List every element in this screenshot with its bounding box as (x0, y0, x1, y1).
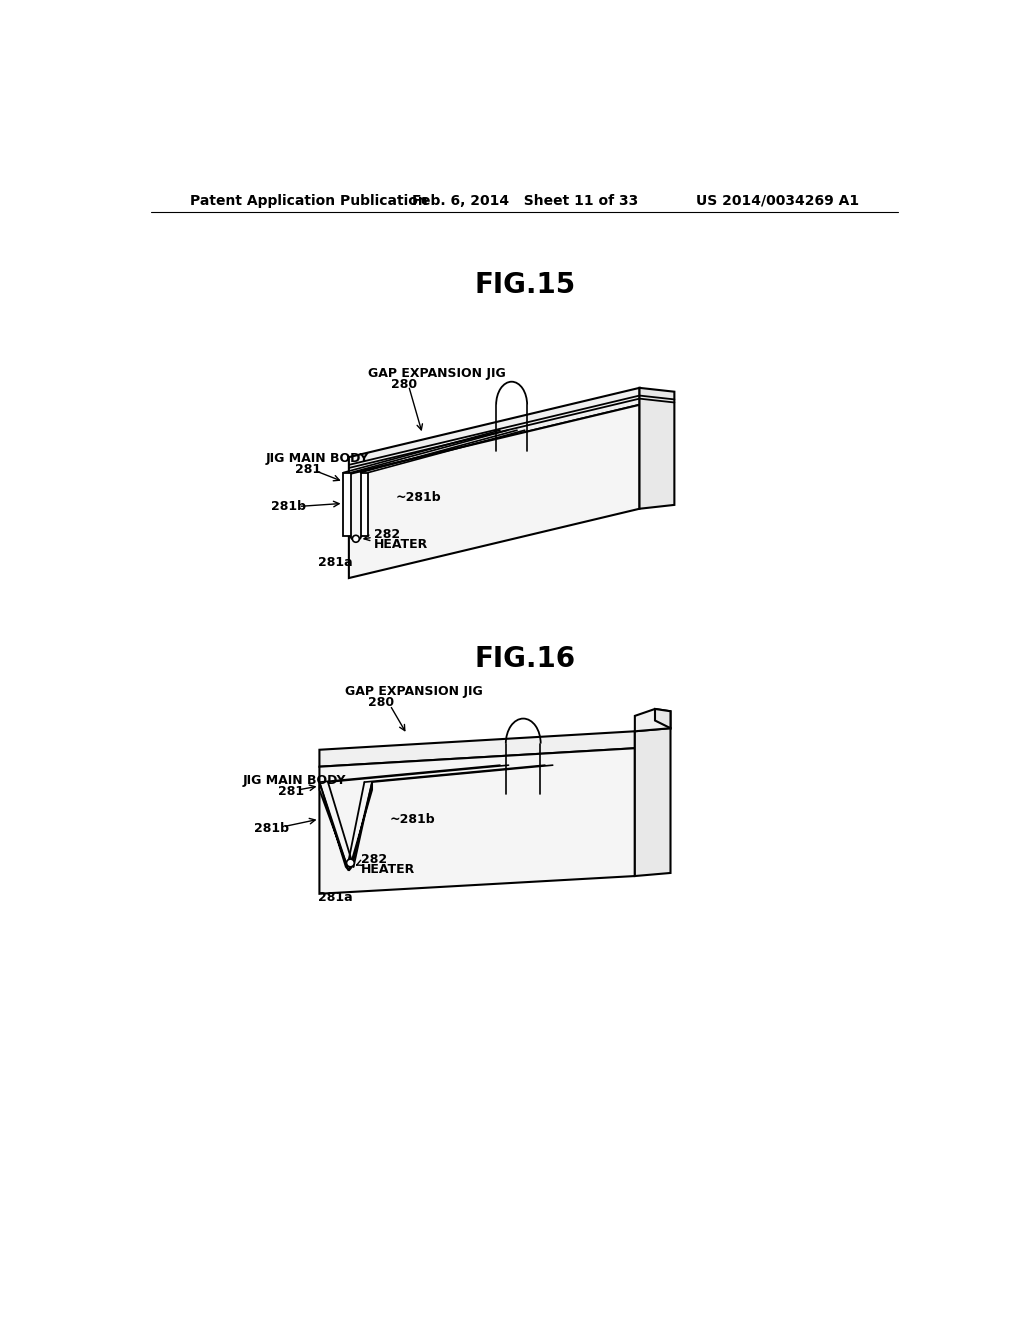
Text: 282: 282 (374, 528, 399, 541)
Text: 280: 280 (391, 379, 418, 391)
Text: US 2014/0034269 A1: US 2014/0034269 A1 (696, 194, 859, 207)
Polygon shape (360, 473, 369, 536)
Text: HEATER: HEATER (360, 863, 415, 876)
Text: JIG MAIN BODY: JIG MAIN BODY (243, 774, 346, 787)
Text: JIG MAIN BODY: JIG MAIN BODY (266, 453, 370, 465)
Polygon shape (319, 731, 635, 767)
Text: 281a: 281a (317, 556, 352, 569)
Text: ~281b: ~281b (395, 491, 441, 504)
Text: Feb. 6, 2014   Sheet 11 of 33: Feb. 6, 2014 Sheet 11 of 33 (412, 194, 638, 207)
Text: HEATER: HEATER (374, 539, 428, 552)
Text: FIG.16: FIG.16 (474, 645, 575, 673)
Circle shape (352, 536, 359, 543)
Polygon shape (349, 781, 372, 871)
Text: 281b: 281b (254, 822, 290, 834)
Text: ~281b: ~281b (390, 813, 435, 825)
Polygon shape (635, 709, 671, 731)
Text: GAP EXPANSION JIG: GAP EXPANSION JIG (369, 367, 506, 380)
Polygon shape (319, 781, 349, 871)
Polygon shape (635, 729, 671, 876)
Text: 281: 281 (278, 785, 304, 797)
Text: FIG.15: FIG.15 (474, 272, 575, 300)
Text: 281b: 281b (271, 500, 306, 513)
Polygon shape (349, 405, 640, 578)
Polygon shape (319, 748, 635, 894)
Text: Patent Application Publication: Patent Application Publication (190, 194, 428, 207)
Polygon shape (343, 473, 351, 536)
Text: GAP EXPANSION JIG: GAP EXPANSION JIG (345, 685, 482, 698)
Text: 280: 280 (369, 696, 394, 709)
Polygon shape (349, 388, 640, 474)
Polygon shape (640, 388, 675, 508)
Text: 281a: 281a (317, 891, 352, 904)
Circle shape (346, 859, 354, 867)
Text: 281: 281 (295, 463, 321, 477)
Text: 282: 282 (360, 853, 387, 866)
Polygon shape (655, 709, 671, 729)
